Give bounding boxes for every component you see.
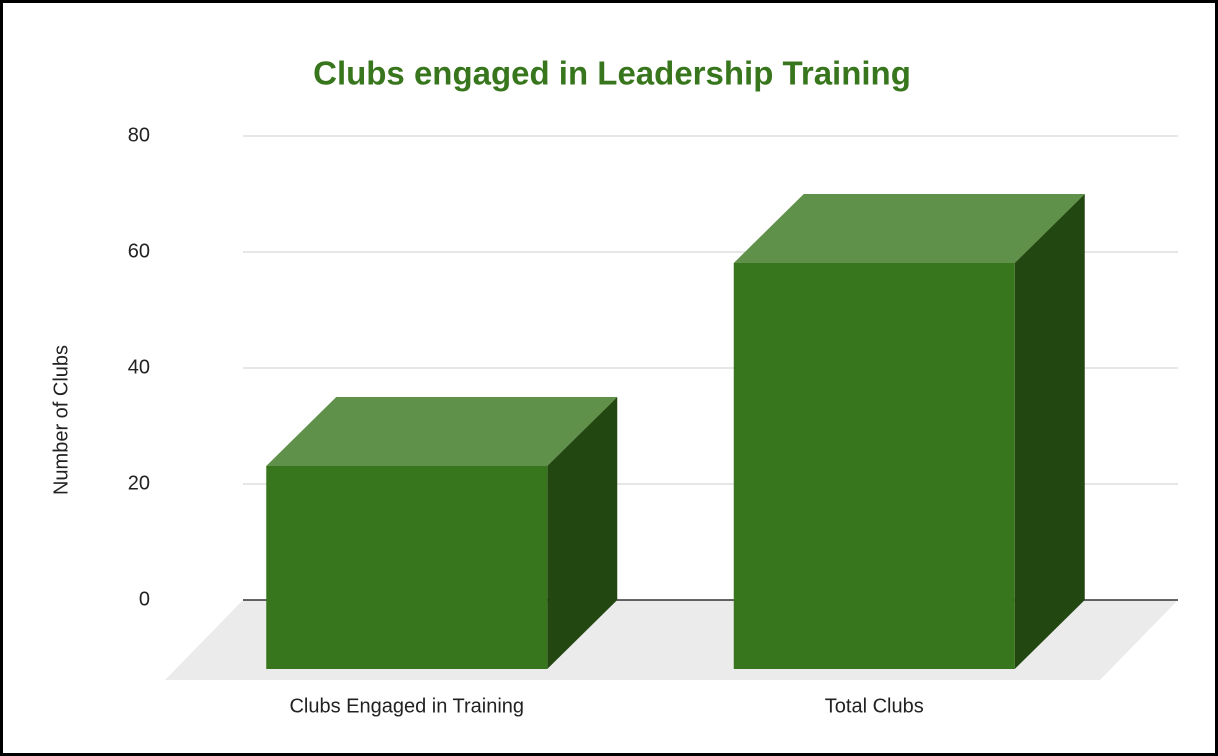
bar-side	[547, 397, 618, 669]
bar	[266, 466, 548, 669]
bar-top	[266, 397, 618, 466]
x-tick-label: Clubs Engaged in Training	[289, 695, 524, 717]
y-axis-label: Number of Clubs	[50, 345, 72, 495]
x-tick-label: Total Clubs	[825, 695, 924, 717]
y-tick-label: 0	[139, 588, 150, 610]
bar-top	[733, 194, 1085, 263]
y-tick-label: 40	[128, 356, 150, 378]
y-tick-label: 60	[128, 240, 150, 262]
bar-side	[1014, 194, 1085, 669]
y-tick-label: 20	[128, 472, 150, 494]
bar	[733, 263, 1015, 669]
chart-title: Clubs engaged in Leadership Training	[313, 55, 911, 92]
y-tick-label: 80	[128, 124, 150, 146]
